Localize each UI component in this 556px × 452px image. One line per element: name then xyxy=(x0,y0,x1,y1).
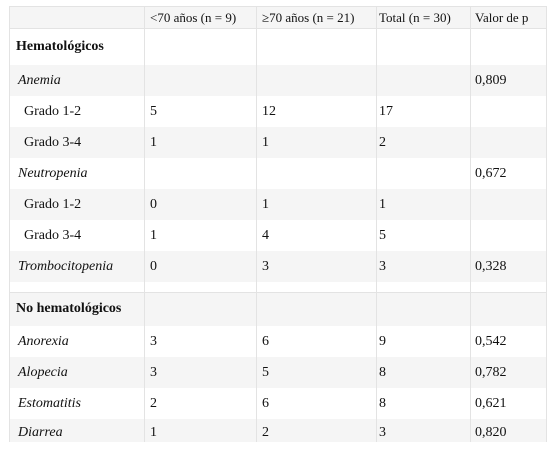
grid-line xyxy=(144,6,145,442)
table-cell xyxy=(256,158,376,189)
table-cell: 9 xyxy=(379,333,386,349)
row-label: Anemia xyxy=(18,72,61,88)
table-cell: 3 xyxy=(379,258,386,274)
table-cell: 1 xyxy=(379,196,386,212)
table-header-row: <70 años (n = 9) ≥70 años (n = 21) Total… xyxy=(9,6,547,28)
table-cell xyxy=(470,127,547,158)
toxicity-table: <70 años (n = 9) ≥70 años (n = 21) Total… xyxy=(9,6,547,442)
grid-line xyxy=(9,28,547,29)
table-cell: 1 xyxy=(262,134,269,150)
table-cell: 0 xyxy=(150,258,157,274)
table-cell xyxy=(376,65,470,96)
table-cell: 5 xyxy=(150,103,157,119)
table-row: Anorexia 3 6 9 0,542 xyxy=(9,326,547,357)
section-title: No hematológicos xyxy=(16,301,122,316)
spacer-row xyxy=(9,282,547,292)
table-cell: 4 xyxy=(262,227,269,243)
table-cell: 1 xyxy=(262,196,269,212)
row-label: Grado 3-4 xyxy=(24,134,82,150)
table-row: Grado 1-2 0 1 1 xyxy=(9,189,547,220)
table-row: Diarrea 1 2 3 0,820 xyxy=(9,419,547,442)
table-cell: 2 xyxy=(379,134,386,150)
table-cell: 0,542 xyxy=(475,333,507,349)
table-cell: 6 xyxy=(262,395,269,411)
table-row: Grado 3-4 1 1 2 xyxy=(9,127,547,158)
table-cell: 0,809 xyxy=(475,72,507,88)
row-label: Grado 3-4 xyxy=(24,227,82,243)
table-cell: 1 xyxy=(150,227,157,243)
section-title: Hematológicos xyxy=(16,38,104,54)
table-cell: 2 xyxy=(262,425,269,440)
table-cell: 1 xyxy=(150,134,157,150)
table-row: Grado 3-4 1 4 5 xyxy=(9,220,547,251)
table-cell: 1 xyxy=(150,425,157,440)
header-cell: Total (n = 30) xyxy=(379,9,451,25)
row-label: Diarrea xyxy=(18,425,63,440)
table-cell xyxy=(256,65,376,96)
table-row: Estomatitis 2 6 8 0,621 xyxy=(9,388,547,419)
row-label: Trombocitopenia xyxy=(18,258,114,274)
row-label: Estomatitis xyxy=(18,395,82,411)
table-cell xyxy=(470,96,547,127)
table-row: Anemia 0,809 xyxy=(9,65,547,96)
table-cell xyxy=(470,220,547,251)
header-cell: Valor de p xyxy=(475,9,529,25)
table-cell: 3 xyxy=(150,333,157,349)
row-label: Grado 1-2 xyxy=(24,103,82,119)
table-cell: 17 xyxy=(379,103,393,119)
grid-line xyxy=(9,292,547,293)
table-row: Neutropenia 0,672 xyxy=(9,158,547,189)
row-label: Grado 1-2 xyxy=(24,196,82,212)
row-label: Alopecia xyxy=(18,364,68,380)
grid-line xyxy=(546,6,547,442)
table-cell: 12 xyxy=(262,103,276,119)
table-cell xyxy=(144,158,256,189)
grid-line xyxy=(9,6,547,7)
table-cell: 8 xyxy=(379,364,386,380)
grid-line xyxy=(470,6,471,442)
table-cell: 0 xyxy=(150,196,157,212)
table-cell xyxy=(376,158,470,189)
header-cell: ≥70 años (n = 21) xyxy=(262,9,355,25)
table-cell: 2 xyxy=(150,395,157,411)
table-row: Alopecia 3 5 8 0,782 xyxy=(9,357,547,388)
header-cell: <70 años (n = 9) xyxy=(150,9,237,25)
grid-line xyxy=(376,6,377,442)
row-label: Neutropenia xyxy=(18,165,88,181)
table-cell: 3 xyxy=(379,425,386,440)
table-cell xyxy=(470,189,547,220)
section-header-row: Hematológicos xyxy=(9,28,547,65)
grid-line xyxy=(256,6,257,442)
table-cell: 0,672 xyxy=(475,165,507,181)
table-cell xyxy=(144,65,256,96)
table-cell: 0,328 xyxy=(475,258,507,274)
table-cell: 5 xyxy=(262,364,269,380)
table-cell: 0,820 xyxy=(475,425,507,440)
table-row: Trombocitopenia 0 3 3 0,328 xyxy=(9,251,547,282)
table-cell: 6 xyxy=(262,333,269,349)
row-label: Anorexia xyxy=(18,333,69,349)
table-cell: 5 xyxy=(379,227,386,243)
table-cell: 3 xyxy=(262,258,269,274)
table-cell: 0,621 xyxy=(475,395,507,411)
table-cell: 3 xyxy=(150,364,157,380)
section-header-row: No hematológicos xyxy=(9,292,547,326)
grid-line xyxy=(9,6,10,442)
header-cell xyxy=(9,6,144,28)
table-cell: 0,782 xyxy=(475,364,507,380)
table-row: Grado 1-2 5 12 17 xyxy=(9,96,547,127)
table-cell: 8 xyxy=(379,395,386,411)
